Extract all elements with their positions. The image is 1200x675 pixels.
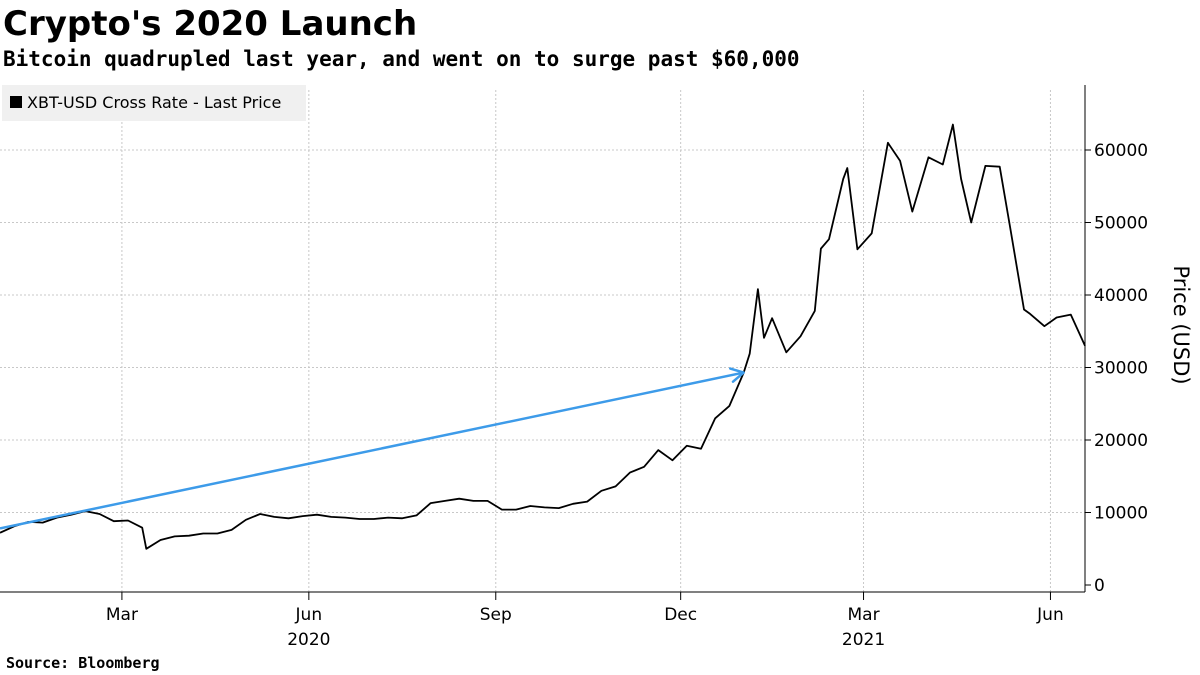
x-year-label: 2021 xyxy=(842,630,885,650)
annotation-arrow-line xyxy=(0,371,744,530)
annotation-arrow-head xyxy=(728,367,745,383)
y-tick-label: 0 xyxy=(1094,576,1105,596)
legend-swatch xyxy=(10,96,22,108)
series-line xyxy=(0,123,1086,550)
x-year-label: 2020 xyxy=(287,630,330,650)
y-tick-label: 40000 xyxy=(1094,286,1148,306)
y-tick-label: 60000 xyxy=(1094,141,1148,161)
y-tick-label: 50000 xyxy=(1094,214,1148,234)
chart-subtitle: Bitcoin quadrupled last year, and went o… xyxy=(3,47,800,71)
y-tick-label: 20000 xyxy=(1094,431,1148,451)
legend-label: XBT-USD Cross Rate - Last Price xyxy=(27,93,281,112)
y-tick-label: 30000 xyxy=(1094,359,1148,379)
x-tick-label: Mar xyxy=(106,605,138,625)
annotation-layer xyxy=(0,367,745,530)
y-axis-title: Price (USD) xyxy=(1169,265,1193,384)
x-tick-label: Sep xyxy=(480,605,512,625)
x-tick-label: Jun xyxy=(295,605,323,625)
x-tick-label: Jun xyxy=(1036,605,1064,625)
source-note: Source: Bloomberg xyxy=(6,654,160,672)
x-tick-label: Mar xyxy=(847,605,879,625)
legend: XBT-USD Cross Rate - Last Price xyxy=(2,85,306,121)
series-layer xyxy=(0,123,1086,550)
x-tick-label: Dec xyxy=(664,605,697,625)
legend-background xyxy=(2,85,306,121)
y-tick-label: 10000 xyxy=(1094,504,1148,524)
grid-lines xyxy=(0,90,1085,592)
axes: 0 10000 20000 30000 40000 50000 60000 Mar Jun Sep… xyxy=(0,85,1148,650)
chart-title: Crypto's 2020 Launch xyxy=(3,4,418,44)
